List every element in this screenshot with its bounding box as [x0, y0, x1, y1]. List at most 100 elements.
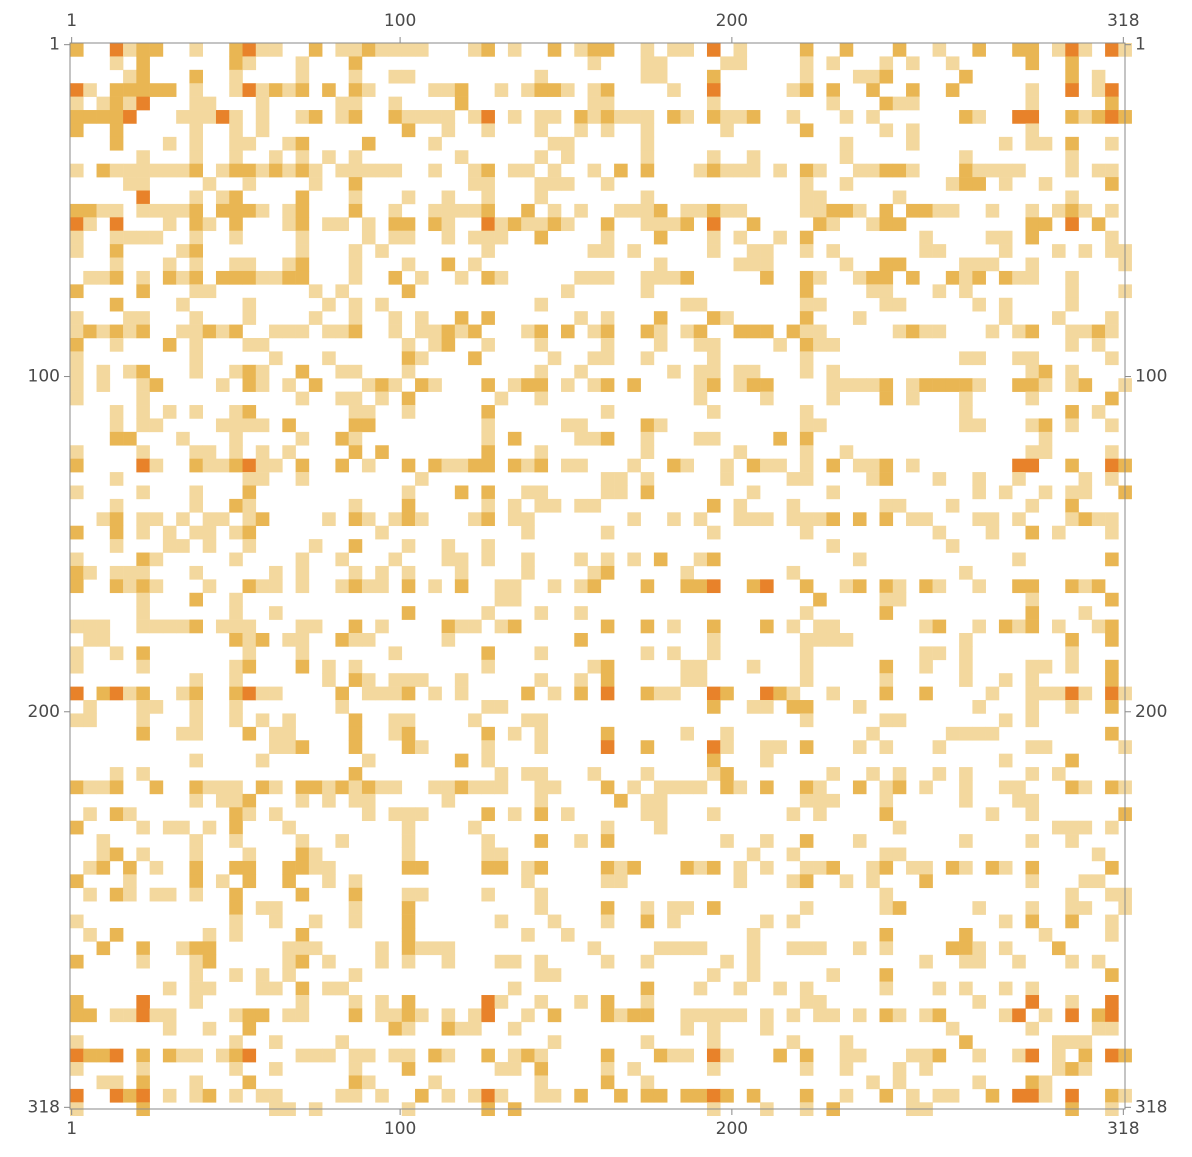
matrix-cell [879, 606, 894, 620]
matrix-cell [361, 136, 376, 151]
matrix-cell [162, 337, 177, 352]
matrix-cell [202, 981, 217, 996]
matrix-cell [600, 834, 615, 848]
matrix-cell [295, 632, 310, 647]
matrix-cell [959, 941, 973, 956]
matrix-cell [733, 1008, 748, 1023]
matrix-cell [733, 364, 748, 379]
matrix-cell [1078, 901, 1093, 915]
matrix-cell [985, 807, 1000, 822]
matrix-cell [706, 1088, 721, 1103]
matrix-cell [826, 767, 840, 781]
matrix-cell [415, 472, 429, 486]
matrix-cell [521, 378, 535, 392]
matrix-cell [70, 485, 84, 500]
matrix-cell [428, 780, 442, 795]
matrix-cell [693, 981, 708, 996]
matrix-cell [348, 190, 363, 205]
matrix-cell [799, 458, 814, 473]
matrix-cell [906, 391, 920, 406]
matrix-cell [149, 619, 164, 634]
matrix-cell [322, 1048, 336, 1063]
matrix-cell [401, 807, 416, 822]
matrix-cell [600, 1008, 615, 1023]
y-tick-label-left: 1 [49, 35, 60, 55]
matrix-cell [521, 565, 535, 580]
matrix-cell [773, 458, 787, 473]
matrix-cell [136, 96, 150, 111]
matrix-cell [70, 1048, 84, 1063]
matrix-cell [839, 257, 854, 272]
matrix-cell [401, 110, 416, 124]
matrix-cell [985, 512, 1000, 527]
matrix-cell [335, 552, 349, 567]
matrix-cell [746, 324, 761, 339]
matrix-cell [269, 901, 283, 915]
matrix-cell [680, 659, 695, 674]
matrix-cell [627, 458, 641, 473]
matrix-cell [1105, 686, 1119, 701]
matrix-cell [600, 123, 615, 138]
matrix-cell [534, 498, 549, 513]
matrix-cell [786, 874, 801, 889]
matrix-cell [507, 1048, 522, 1063]
matrix-cell [348, 726, 363, 741]
matrix-cell [1105, 230, 1119, 245]
matrix-cell [600, 270, 615, 285]
matrix-cell [229, 968, 243, 982]
matrix-cell [229, 673, 243, 687]
matrix-cell [229, 713, 243, 728]
matrix-cell [1078, 512, 1093, 527]
matrix-cell [852, 1048, 867, 1063]
matrix-cell [189, 69, 203, 84]
matrix-cell [1038, 659, 1053, 674]
matrix-cell [1065, 498, 1079, 513]
matrix-cell [1105, 927, 1119, 942]
matrix-cell [96, 512, 111, 527]
matrix-cell [640, 740, 655, 754]
matrix-cell [959, 150, 973, 164]
matrix-cell [295, 1008, 310, 1023]
matrix-cell [1025, 83, 1040, 97]
matrix-cell [600, 740, 615, 754]
x-tick-label-top: 318 [1107, 11, 1139, 31]
matrix-cell [720, 780, 734, 795]
matrix-cell [786, 941, 801, 956]
matrix-cell [215, 458, 230, 473]
matrix-cell [229, 901, 243, 915]
matrix-cell [985, 203, 1000, 218]
matrix-cell [202, 927, 217, 942]
matrix-cell [441, 1048, 456, 1063]
matrix-cell [1105, 820, 1119, 835]
matrix-cell [96, 1075, 111, 1090]
matrix-cell [879, 297, 894, 312]
matrix-cell [348, 1008, 363, 1023]
matrix-cell [866, 378, 880, 392]
matrix-cell [136, 565, 150, 580]
matrix-cell [70, 914, 84, 929]
matrix-cell [109, 324, 124, 339]
matrix-cell [1065, 163, 1079, 178]
matrix-cell [574, 311, 588, 325]
matrix-cell [242, 1048, 257, 1063]
matrix-cell [229, 324, 243, 339]
matrix-cell [255, 713, 270, 728]
matrix-cell [1065, 834, 1079, 848]
matrix-cell [70, 324, 84, 339]
matrix-cell [494, 1088, 509, 1103]
matrix-cell [773, 740, 787, 754]
matrix-cell [932, 284, 947, 299]
matrix-cell [534, 1048, 549, 1063]
matrix-cell [640, 1075, 655, 1090]
matrix-cell [547, 110, 562, 124]
matrix-cell [614, 472, 628, 486]
matrix-cell [109, 405, 124, 419]
matrix-cell [136, 767, 150, 781]
matrix-cell [959, 726, 973, 741]
matrix-cell [401, 284, 416, 299]
matrix-cell [706, 163, 721, 178]
matrix-cell [653, 311, 668, 325]
matrix-cell [640, 954, 655, 969]
matrix-cell [348, 1075, 363, 1090]
matrix-cell [959, 257, 973, 272]
